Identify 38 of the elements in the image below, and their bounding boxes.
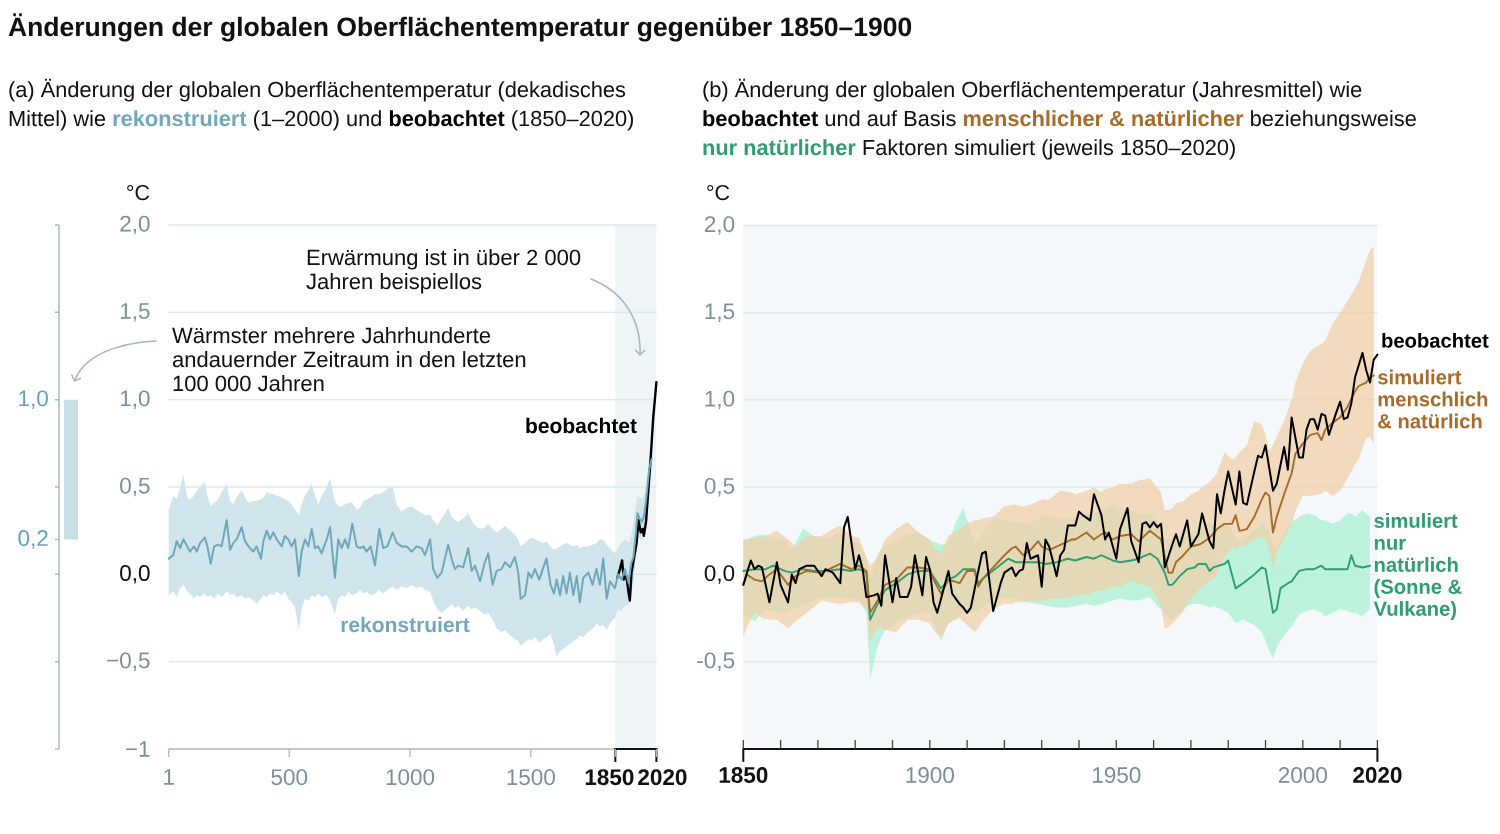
y-tick-label: 2,0 [120,215,150,235]
chart-subtitle: (a) Änderung der globalen Oberflächentemperatur (dekadisches Mittel) wie rekonstruiert (1–2000) und beobachtet (1850–2020) [9,78,634,131]
series-label: beobachtet [1382,332,1489,348]
y-tick-label: 1,0 [120,390,150,409]
y-tick-label: 1,0 [19,390,48,409]
annotation: Wärmster mehrere Jahrhunderte andauernder Zeitraum in den letzten 100 000 Jahren [172,327,526,392]
chart-title: Änderungen der globalen Oberflächentemperatur gegenüber 1850–1900 [8,13,912,42]
y-tick-label: 0,0 [704,565,735,584]
x-tick-label: 2020 [1353,767,1402,784]
x-tick-label: 1500 [507,769,555,786]
y-tick-label: −1 [125,741,150,757]
y-tick-label: 1,5 [705,303,735,322]
y-tick-label: 1,5 [120,303,150,322]
y-axis-title: °C [707,184,730,201]
y-tick-label: 0,5 [704,477,735,497]
y-tick-label: −0,5 [107,652,150,671]
y-tick-label: 2,0 [704,216,735,235]
y-tick-label: -0,5 [697,652,735,671]
annotation: Erwärmung ist in über 2 000 Jahren beispiellos [306,249,581,294]
x-tick-label: 2000 [1278,767,1327,784]
x-tick-label: 1850 [719,767,768,784]
x-tick-label: 1850 [585,769,634,786]
x-tick-label: 500 [271,769,308,786]
y-tick-label: 0,0 [120,565,150,584]
chart-title: (b) Änderung der globalen Oberflächentemperatur (Jahresmittel) wie beobachtet und auf Basis menschlicher & natürlicher beziehungsweise nur natürlicher Faktoren simuliert (jeweils 1850–2020) [703,78,1416,160]
series-label: simuliert menschlich & natürlich [1377,369,1488,429]
series-label: beobachtet [526,417,637,434]
x-tick-label: 1 [164,769,174,785]
y-tick-label: 1,0 [705,390,735,410]
series-label: rekonstruiert [341,616,470,633]
x-tick-label: 2020 [638,769,687,786]
y-tick-label: 0,5 [120,477,150,497]
x-tick-label: 1900 [906,767,954,784]
y-tick-label: 0,2 [18,530,48,549]
y-axis-title: °C [127,184,150,201]
x-tick-label: 1950 [1093,767,1141,784]
x-tick-label: 1000 [386,769,435,786]
series-label: simuliert nur natürlich (Sonne & Vulkane) [1373,513,1462,620]
